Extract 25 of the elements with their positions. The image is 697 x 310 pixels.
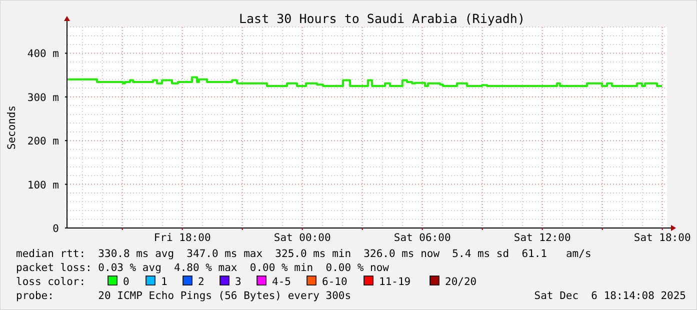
x-tick-label: Sat 06:00 <box>394 232 451 244</box>
y-axis-title: Seconds <box>6 105 18 150</box>
text: median rtt: 330.8 ms avg 347.0 ms max 325.0 ms min 326.0 ms now 5.4 ms sd 61.1 am/s <box>16 248 592 260</box>
text: loss color: <box>16 276 86 288</box>
text: 3 <box>235 276 242 288</box>
text: Sat Dec 6 18:14:08 2025 <box>534 290 686 302</box>
x-tick-label: Sat 00:00 <box>274 232 331 244</box>
y-tick-label: 0 <box>52 223 59 235</box>
text: 1 <box>161 276 168 288</box>
text: 2 <box>198 276 204 288</box>
text: 11-19 <box>379 276 411 288</box>
text: 0 <box>123 276 130 288</box>
y-tick-label: 100 m <box>27 179 59 192</box>
text: 20/20 <box>445 276 477 288</box>
y-tick-label: 400 m <box>27 48 59 60</box>
y-tick-label: 300 m <box>27 92 59 104</box>
text: packet loss: 0.03 % avg 4.80 % max 0.00 % min 0.00 % now <box>16 262 390 274</box>
text: 4-5 <box>272 276 291 288</box>
chart-title: Last 30 Hours to Saudi Arabia (Riyadh) <box>239 11 525 26</box>
text: probe: 20 ICMP Echo Pings (56 Bytes) every 300s <box>16 290 352 302</box>
text: 6-10 <box>322 276 348 288</box>
x-tick-label: Sat 18:00 <box>634 232 691 244</box>
y-tick-label: 200 m <box>27 136 59 148</box>
x-tick-label: Fri 18:00 <box>154 232 211 244</box>
x-tick-label: Sat 12:00 <box>514 232 571 244</box>
